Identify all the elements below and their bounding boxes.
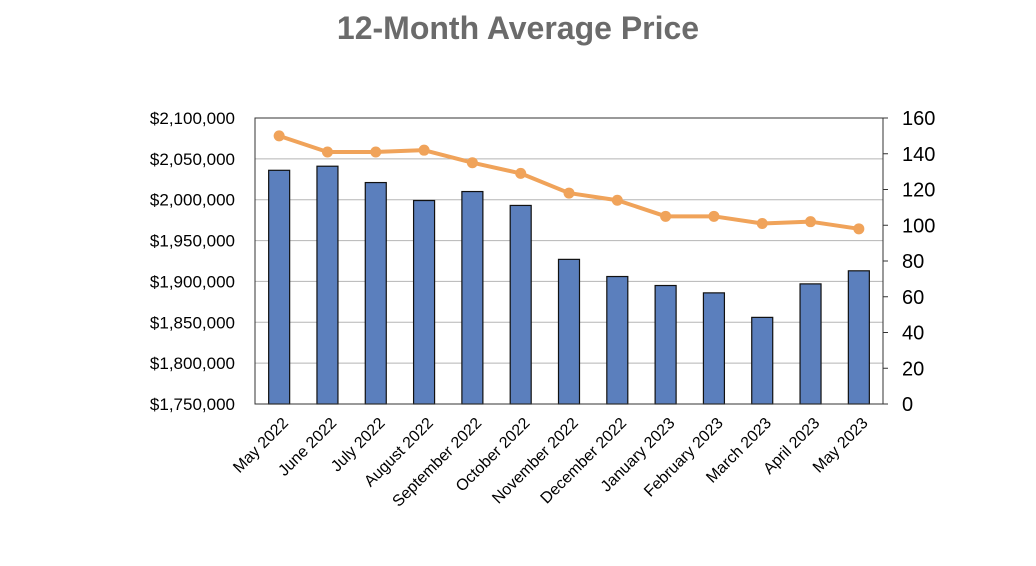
chart-title: 12-Month Average Price [336,10,700,46]
bar [364,181,387,405]
line-point [660,210,672,222]
right-tick-label: 40 [902,323,924,345]
right-tick-label: 0 [902,394,913,416]
bar-series [268,165,870,405]
left-axis: $1,750,000 $1,800,000 $1,850,000 $1,900,000… [150,109,235,414]
bar [654,284,677,405]
right-axis: 0 20 40 60 80 100 120 140 160 [883,108,935,416]
line-point [805,216,817,228]
left-tick-label: $2,100,000 [150,109,235,128]
right-tick-label: 80 [902,251,924,273]
left-tick-label: $1,950,000 [150,232,235,251]
line-series [273,130,865,235]
bar [557,258,581,405]
line-point [563,187,575,199]
line-point [370,146,382,158]
right-tick-label: 60 [902,287,924,309]
left-tick-label: $1,850,000 [150,313,235,332]
category-label: September 2022 [390,415,486,511]
left-tick-label: $2,050,000 [150,150,235,169]
left-tick-label: $1,800,000 [150,354,235,373]
bar [316,165,339,405]
line-point [853,223,865,235]
line-point [611,194,623,206]
right-tick-label: 160 [902,108,935,130]
line-point [708,210,720,222]
left-tick-label: $2,000,000 [150,191,235,210]
right-tick-label: 140 [902,144,935,166]
bar [461,190,484,405]
line-point [466,157,478,169]
bar [702,292,726,405]
right-tick-label: 120 [902,180,935,202]
line-point [321,146,333,158]
line-point [756,217,768,229]
bar [412,199,436,405]
category-label: November 2022 [489,415,582,508]
category-label: December 2022 [538,415,631,508]
bar [847,270,870,405]
right-tick-label: 100 [902,215,935,237]
right-tick-label: 20 [902,358,924,380]
left-tick-label: $1,750,000 [150,395,235,414]
bar [268,169,291,405]
left-tick-label: $1,900,000 [150,272,235,291]
line-point [418,144,430,156]
bar [799,283,822,405]
bar [751,316,774,405]
bar [606,275,629,405]
line-point [273,130,285,142]
bar [509,204,532,405]
line-point [515,167,527,179]
